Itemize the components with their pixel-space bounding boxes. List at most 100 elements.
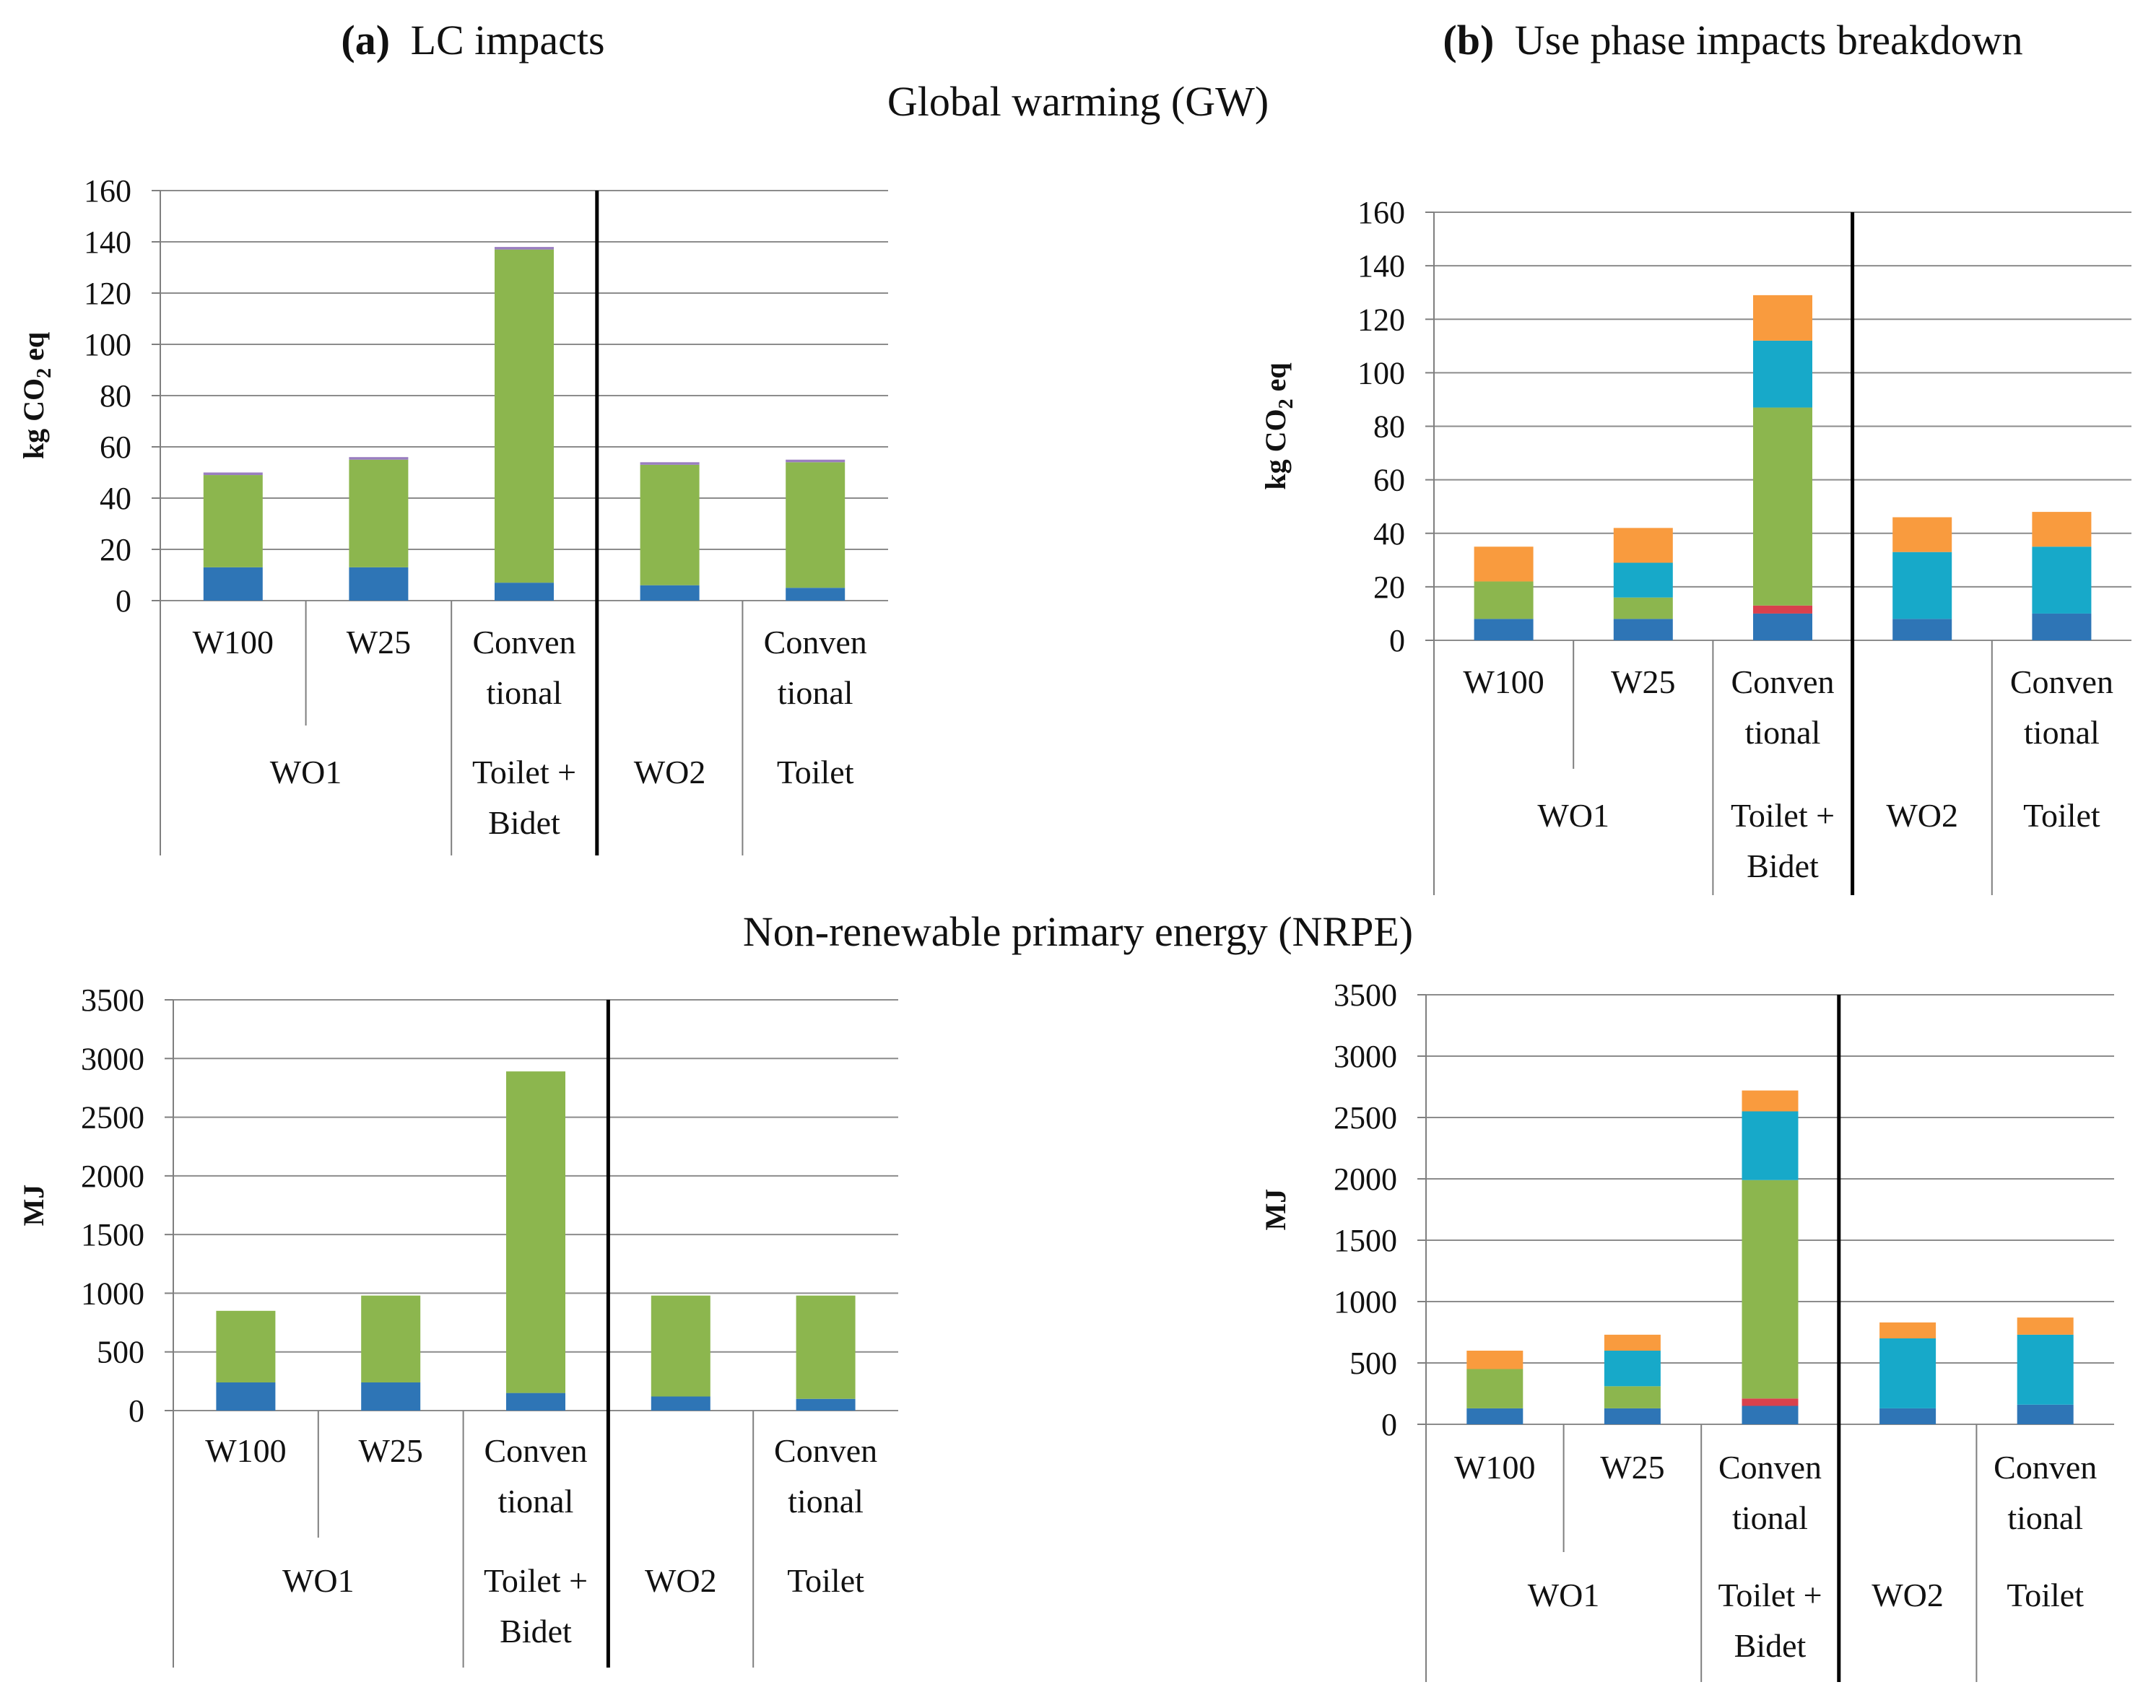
group-label: Bidet bbox=[1747, 848, 1819, 884]
y-axis-label-subscript: 2 bbox=[33, 368, 56, 378]
bar-segment bbox=[786, 459, 846, 463]
y-axis-label-main: kg CO bbox=[17, 378, 50, 459]
bar-segment bbox=[2032, 512, 2092, 547]
group-label: Toilet + bbox=[1718, 1577, 1822, 1613]
group-label: Toilet + bbox=[472, 754, 576, 790]
y-tick-label: 500 bbox=[1349, 1346, 1397, 1381]
bar-segment bbox=[1753, 407, 1812, 606]
bar-segment bbox=[1604, 1386, 1661, 1408]
y-tick-label: 0 bbox=[1389, 623, 1405, 658]
group-label: Bidet bbox=[488, 804, 560, 841]
category-label: Conven bbox=[1731, 663, 1834, 700]
bar-segment bbox=[651, 1295, 710, 1397]
y-tick-label: 2000 bbox=[81, 1159, 144, 1194]
category-label: tional bbox=[2024, 714, 2100, 751]
y-axis-label: kg CO2 eq bbox=[1259, 362, 1297, 489]
bar-segment bbox=[640, 462, 700, 465]
y-axis-label-tail: eq bbox=[1259, 362, 1292, 398]
bar-segment bbox=[1892, 619, 1952, 640]
bar-segment bbox=[349, 567, 409, 601]
category-label: W100 bbox=[1463, 663, 1544, 700]
bar-segment bbox=[651, 1396, 710, 1411]
y-tick-label: 20 bbox=[1373, 570, 1405, 605]
y-axis-label-tail: eq bbox=[17, 332, 50, 368]
category-label: W25 bbox=[347, 624, 411, 661]
group-label: Toilet bbox=[787, 1562, 864, 1599]
group-label: WO1 bbox=[1537, 797, 1609, 834]
y-axis-label-main: kg CO bbox=[1259, 409, 1292, 489]
nrpe-lc-chart: 0 500 1000 1500 2000 2500 3000 3500 MJ W100 W25 Con… bbox=[17, 982, 898, 1668]
bar-segment bbox=[1742, 1090, 1799, 1112]
bar-segment bbox=[506, 1071, 565, 1393]
category-label: tional bbox=[487, 674, 562, 711]
panel-b-header: (b) Use phase impacts breakdown bbox=[1443, 17, 2022, 64]
y-tick-label: 2500 bbox=[81, 1100, 144, 1136]
y-tick-label: 120 bbox=[84, 276, 131, 311]
row-title-nrpe: Non-renewable primary energy (NRPE) bbox=[743, 908, 1413, 955]
bar-segment bbox=[495, 249, 554, 583]
panel-b-letter: (b) bbox=[1443, 17, 1494, 64]
panel-a-letter: (a) bbox=[341, 17, 390, 64]
bar-segment bbox=[1613, 528, 1673, 563]
group-label: Toilet bbox=[2007, 1577, 2084, 1613]
bar-segment bbox=[349, 457, 409, 460]
bar-segment bbox=[1753, 613, 1812, 640]
bar-segment bbox=[1879, 1408, 1937, 1424]
y-tick-label: 40 bbox=[100, 481, 131, 516]
bar-segment bbox=[1604, 1351, 1661, 1387]
bar-segment bbox=[1753, 605, 1812, 614]
y-tick-label: 1500 bbox=[1334, 1223, 1397, 1258]
y-tick-label: 20 bbox=[100, 532, 131, 567]
group-label: WO1 bbox=[270, 754, 342, 790]
y-tick-label: 160 bbox=[84, 173, 131, 209]
y-tick-label: 40 bbox=[1373, 516, 1405, 552]
y-tick-label: 140 bbox=[84, 225, 131, 260]
category-label: Conven bbox=[472, 624, 575, 661]
group-label: WO2 bbox=[1886, 797, 1958, 834]
group-label: Bidet bbox=[500, 1613, 572, 1650]
bar-segment bbox=[1892, 517, 1952, 552]
group-label: WO2 bbox=[634, 754, 706, 790]
bar-segment bbox=[1613, 597, 1673, 619]
category-label: Conven bbox=[484, 1432, 587, 1469]
category-label: W100 bbox=[193, 624, 274, 661]
y-tick-label: 2000 bbox=[1334, 1162, 1397, 1197]
category-label: tional bbox=[1732, 1499, 1808, 1536]
y-tick-label: 80 bbox=[100, 378, 131, 414]
bar-segment bbox=[1753, 340, 1812, 408]
y-tick-label: 100 bbox=[1357, 355, 1405, 391]
category-label: tional bbox=[498, 1483, 574, 1520]
y-axis-label: kg CO2 eq bbox=[17, 332, 56, 459]
group-label: WO1 bbox=[282, 1562, 355, 1599]
bar-segment bbox=[1879, 1322, 1937, 1338]
bar-segment bbox=[2017, 1404, 2074, 1424]
y-axis-label-subscript: 2 bbox=[1275, 398, 1297, 409]
bar-segment bbox=[216, 1382, 276, 1411]
y-tick-label: 3500 bbox=[1334, 977, 1397, 1013]
bar-segment bbox=[1604, 1408, 1661, 1424]
category-label: tional bbox=[1745, 714, 1821, 751]
y-tick-label: 500 bbox=[97, 1335, 144, 1370]
bar-segment bbox=[2032, 613, 2092, 640]
y-tick-label: 100 bbox=[84, 327, 131, 362]
bar-segment bbox=[786, 462, 846, 588]
category-label: tional bbox=[778, 674, 853, 711]
group-label: Toilet bbox=[777, 754, 854, 790]
group-label: WO2 bbox=[1872, 1577, 1944, 1613]
group-label: Toilet + bbox=[1731, 797, 1835, 834]
bar-segment bbox=[1604, 1334, 1661, 1351]
y-tick-label: 0 bbox=[1381, 1407, 1397, 1442]
y-tick-label: 120 bbox=[1357, 302, 1405, 337]
bar-segment bbox=[216, 1310, 276, 1382]
category-label: W25 bbox=[1611, 663, 1675, 700]
bar-segment bbox=[1474, 619, 1534, 640]
bar-segment bbox=[203, 472, 263, 476]
bar-segment bbox=[1466, 1369, 1523, 1408]
gw-lc-chart: 0 20 40 60 80 100 120 140 160 kg CO2 eq W100 W25 Con… bbox=[17, 173, 888, 855]
y-tick-label: 140 bbox=[1357, 248, 1405, 284]
bar-segment bbox=[1613, 619, 1673, 640]
category-label: Conven bbox=[1718, 1449, 1822, 1486]
y-tick-label: 0 bbox=[116, 583, 131, 619]
bar-segment bbox=[2017, 1317, 2074, 1335]
bar-segment bbox=[361, 1382, 421, 1411]
